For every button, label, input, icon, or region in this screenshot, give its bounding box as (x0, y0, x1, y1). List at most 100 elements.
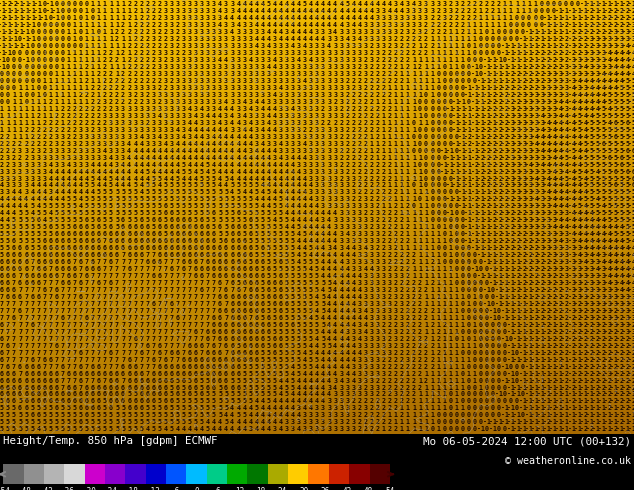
Text: -6: -6 (604, 155, 612, 161)
Text: 1: 1 (424, 392, 428, 397)
Text: 0: 0 (418, 99, 422, 105)
Text: 4: 4 (339, 357, 343, 363)
Text: 4: 4 (200, 426, 204, 432)
Text: 7: 7 (206, 273, 210, 279)
Text: -1: -1 (477, 273, 484, 279)
Text: 1: 1 (406, 141, 410, 147)
Text: 0: 0 (436, 196, 440, 202)
Text: -2: -2 (598, 378, 606, 384)
Text: 4: 4 (358, 350, 361, 356)
Text: -5: -5 (604, 190, 612, 196)
Text: 6: 6 (254, 266, 259, 272)
Text: 4: 4 (6, 203, 10, 209)
Text: -1: -1 (628, 1, 634, 7)
Text: 4: 4 (303, 398, 307, 404)
Text: -4: -4 (562, 134, 569, 140)
Text: 5: 5 (254, 245, 259, 251)
Text: 4: 4 (346, 231, 349, 237)
Text: 3: 3 (291, 419, 295, 425)
Text: 3: 3 (152, 29, 155, 35)
Text: 0: 0 (539, 22, 543, 28)
Text: -1: -1 (562, 392, 569, 397)
Text: 4: 4 (242, 15, 246, 21)
Text: 2: 2 (406, 238, 410, 244)
Text: 5: 5 (200, 210, 204, 217)
Text: 4: 4 (236, 162, 240, 168)
Text: -4: -4 (567, 127, 576, 133)
Text: 0: 0 (460, 398, 465, 404)
Text: 3: 3 (375, 329, 380, 335)
Text: 0: 0 (443, 419, 446, 425)
Text: 7: 7 (79, 273, 82, 279)
Text: 0: 0 (472, 287, 477, 293)
Text: 5: 5 (261, 210, 264, 217)
Text: 3: 3 (169, 113, 174, 119)
Text: 6: 6 (278, 273, 283, 279)
Text: 5: 5 (109, 182, 113, 189)
Text: 4: 4 (351, 280, 356, 286)
Text: -4: -4 (579, 134, 588, 140)
Text: 6: 6 (18, 294, 22, 300)
Text: 2: 2 (424, 43, 428, 49)
Text: 4: 4 (297, 8, 301, 14)
Text: 6: 6 (194, 343, 198, 349)
Text: -5: -5 (610, 99, 618, 105)
Text: 4: 4 (309, 385, 313, 391)
Text: -1: -1 (543, 378, 552, 384)
Text: 3: 3 (315, 113, 319, 119)
Text: 4: 4 (321, 357, 325, 363)
Text: 0: 0 (515, 378, 519, 384)
Text: 5: 5 (182, 169, 186, 174)
Text: 3: 3 (339, 419, 343, 425)
Text: 4: 4 (273, 8, 276, 14)
Text: 6: 6 (169, 231, 174, 237)
Text: 3: 3 (200, 43, 204, 49)
Text: 0: 0 (467, 259, 470, 265)
Text: 6: 6 (48, 385, 53, 391)
Text: 3: 3 (370, 36, 373, 42)
Text: 3: 3 (206, 78, 210, 84)
Text: 3: 3 (418, 15, 422, 21)
Text: 7: 7 (194, 315, 198, 321)
Text: 1: 1 (418, 252, 422, 258)
Text: 4: 4 (303, 175, 307, 181)
Text: 6: 6 (36, 364, 41, 369)
Text: -4: -4 (579, 190, 588, 196)
Text: 3: 3 (321, 413, 325, 418)
Text: -2: -2 (507, 85, 515, 91)
Text: 3: 3 (351, 392, 356, 397)
Text: 3: 3 (188, 36, 191, 42)
Text: 2: 2 (382, 419, 385, 425)
Text: -1: -1 (10, 22, 18, 28)
Text: 4: 4 (139, 162, 143, 168)
Text: 3: 3 (139, 106, 143, 112)
Text: 3: 3 (285, 141, 288, 147)
Text: 7: 7 (85, 301, 89, 307)
Text: -1: -1 (513, 259, 521, 265)
Text: 6: 6 (109, 238, 113, 244)
Text: 0: 0 (443, 231, 446, 237)
Text: 4: 4 (278, 190, 283, 196)
Text: 5: 5 (182, 419, 186, 425)
Text: -1: -1 (507, 266, 515, 272)
Text: 3: 3 (346, 85, 349, 91)
Text: -1: -1 (513, 343, 521, 349)
Text: 3: 3 (375, 308, 380, 314)
Text: 6: 6 (230, 336, 234, 342)
Text: 2: 2 (333, 99, 337, 105)
Text: 4: 4 (194, 147, 198, 154)
Text: 7: 7 (12, 336, 16, 342)
Text: 1: 1 (400, 92, 404, 98)
Text: 5: 5 (0, 419, 4, 425)
Text: 4: 4 (278, 8, 283, 14)
Text: 7: 7 (91, 301, 95, 307)
Text: 4: 4 (127, 147, 131, 154)
Text: -2: -2 (507, 238, 515, 244)
Text: 3: 3 (327, 127, 331, 133)
Text: 3: 3 (382, 36, 385, 42)
Text: -2: -2 (489, 113, 496, 119)
Text: -2: -2 (531, 273, 539, 279)
Text: 0: 0 (479, 43, 482, 49)
Text: 7: 7 (24, 350, 28, 356)
Text: 4: 4 (370, 8, 373, 14)
